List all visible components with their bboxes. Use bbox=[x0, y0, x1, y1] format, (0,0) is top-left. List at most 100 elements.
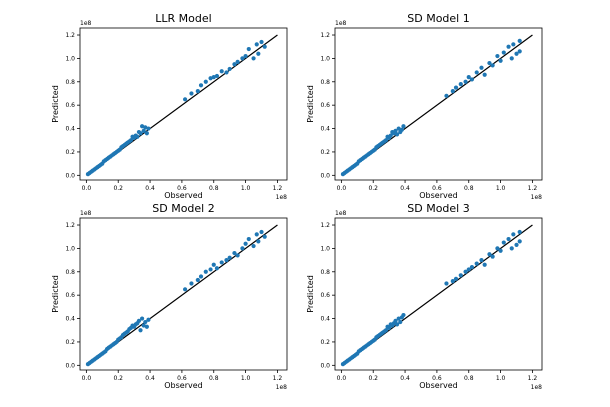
y-tick-label: 0.2 bbox=[65, 149, 75, 156]
y-tick-label: 0.8 bbox=[320, 79, 330, 86]
axes-frame bbox=[334, 27, 543, 181]
y-tick-label: 0.6 bbox=[65, 102, 75, 109]
x-tick-label: 0.6 bbox=[432, 375, 442, 382]
data-point bbox=[195, 89, 200, 94]
y-tick-label: 0.4 bbox=[320, 126, 330, 133]
data-point bbox=[195, 277, 200, 283]
data-point bbox=[396, 126, 401, 131]
y-tick-label: 0.8 bbox=[65, 79, 75, 86]
data-point bbox=[399, 127, 404, 132]
x-offset-label: 1e8 bbox=[531, 384, 543, 391]
scatter-panel: SD Model 3 0.0 0.2 0.4 0.6 0.8 1.0 1.2 0.0 0.2 0.4… bbox=[306, 202, 543, 391]
y-tick-label: 0.6 bbox=[320, 102, 330, 109]
data-point bbox=[254, 232, 259, 237]
data-point bbox=[469, 265, 475, 270]
x-axis-label: Observed bbox=[419, 191, 458, 200]
y-tick-label: 0.8 bbox=[320, 269, 330, 276]
data-point bbox=[259, 39, 264, 45]
y-tick-label: 0.0 bbox=[65, 362, 75, 369]
x-axis-label: Observed bbox=[164, 191, 203, 200]
data-point bbox=[511, 42, 516, 47]
y-tick-label: 0.2 bbox=[320, 339, 330, 346]
y-tick-label: 1.0 bbox=[65, 55, 75, 62]
x-tick-label: 0.6 bbox=[177, 375, 187, 382]
scatter-panel: SD Model 1 0.0 0.2 0.4 0.6 0.8 1.0 1.2 0.0 0.2 0.4… bbox=[306, 12, 543, 201]
data-point bbox=[501, 240, 506, 245]
data-point bbox=[251, 56, 256, 61]
data-point bbox=[203, 269, 208, 274]
y-tick-label: 1.0 bbox=[320, 245, 330, 252]
y-offset-label: 1e8 bbox=[335, 20, 347, 27]
y-tick-label: 0.6 bbox=[320, 292, 330, 299]
chart-title: SD Model 3 bbox=[407, 202, 469, 215]
chart-title: SD Model 1 bbox=[407, 12, 469, 25]
x-tick-label: 1.2 bbox=[528, 185, 538, 192]
y-tick-label: 1.2 bbox=[320, 222, 330, 229]
data-point bbox=[387, 325, 392, 331]
data-point bbox=[495, 246, 500, 251]
data-point bbox=[146, 126, 151, 131]
data-point bbox=[401, 124, 406, 129]
data-point bbox=[495, 53, 500, 59]
data-point bbox=[198, 274, 204, 279]
data-point bbox=[453, 85, 459, 90]
data-point bbox=[490, 254, 495, 259]
x-tick-label: 0.2 bbox=[368, 185, 378, 192]
data-point bbox=[401, 312, 406, 318]
data-point bbox=[450, 279, 455, 284]
x-tick-label: 1.2 bbox=[273, 185, 283, 192]
data-point bbox=[246, 236, 251, 242]
data-point bbox=[474, 261, 479, 266]
x-tick-label: 0.4 bbox=[400, 375, 410, 382]
data-point bbox=[256, 51, 261, 56]
data-point bbox=[458, 273, 463, 278]
y-tick-label: 0.2 bbox=[65, 339, 75, 346]
data-point bbox=[262, 44, 267, 49]
data-point bbox=[450, 89, 455, 94]
data-point bbox=[509, 246, 514, 251]
data-point bbox=[259, 229, 264, 235]
data-point bbox=[395, 132, 400, 137]
data-point bbox=[227, 255, 232, 260]
x-tick-label: 0.2 bbox=[113, 375, 123, 382]
data-point bbox=[143, 125, 148, 130]
y-axis-label: Predicted bbox=[51, 85, 60, 123]
x-tick-label: 1.2 bbox=[273, 375, 283, 382]
y-axis-label: Predicted bbox=[51, 275, 60, 313]
x-tick-label: 0.4 bbox=[145, 375, 155, 382]
data-point bbox=[458, 82, 463, 87]
y-tick-label: 0.4 bbox=[65, 316, 75, 323]
data-point bbox=[235, 59, 240, 65]
data-point bbox=[240, 56, 245, 61]
data-point bbox=[444, 93, 449, 98]
y-offset-label: 1e8 bbox=[335, 210, 347, 217]
data-point bbox=[144, 324, 149, 329]
x-tick-label: 0.8 bbox=[209, 375, 219, 382]
data-point bbox=[243, 53, 248, 59]
x-axis-label: Observed bbox=[164, 381, 203, 390]
x-offset-label: 1e8 bbox=[531, 194, 543, 201]
data-point bbox=[487, 60, 492, 66]
data-point bbox=[182, 97, 188, 102]
data-point bbox=[251, 243, 256, 249]
data-point bbox=[517, 49, 522, 54]
y-tick-label: 1.2 bbox=[65, 222, 75, 229]
x-tick-label: 0.0 bbox=[337, 375, 347, 382]
y-tick-label: 0.0 bbox=[320, 172, 330, 179]
y-tick-label: 0.0 bbox=[65, 172, 75, 179]
data-point bbox=[136, 318, 142, 323]
data-point bbox=[262, 234, 267, 239]
data-point bbox=[395, 322, 400, 327]
data-point bbox=[466, 267, 471, 272]
data-point bbox=[396, 316, 401, 321]
data-point bbox=[227, 66, 232, 72]
y-tick-label: 1.0 bbox=[65, 245, 75, 252]
data-point bbox=[138, 328, 143, 333]
scatter-panel: LLR Model 0.0 0.2 0.4 0.6 0.8 1.0 1.2 0.0 0.2 0.4 0… bbox=[51, 12, 288, 201]
axes-frame bbox=[79, 217, 288, 371]
data-point bbox=[479, 257, 484, 263]
data-point bbox=[198, 83, 204, 88]
data-point bbox=[211, 262, 216, 267]
data-point bbox=[398, 319, 403, 325]
